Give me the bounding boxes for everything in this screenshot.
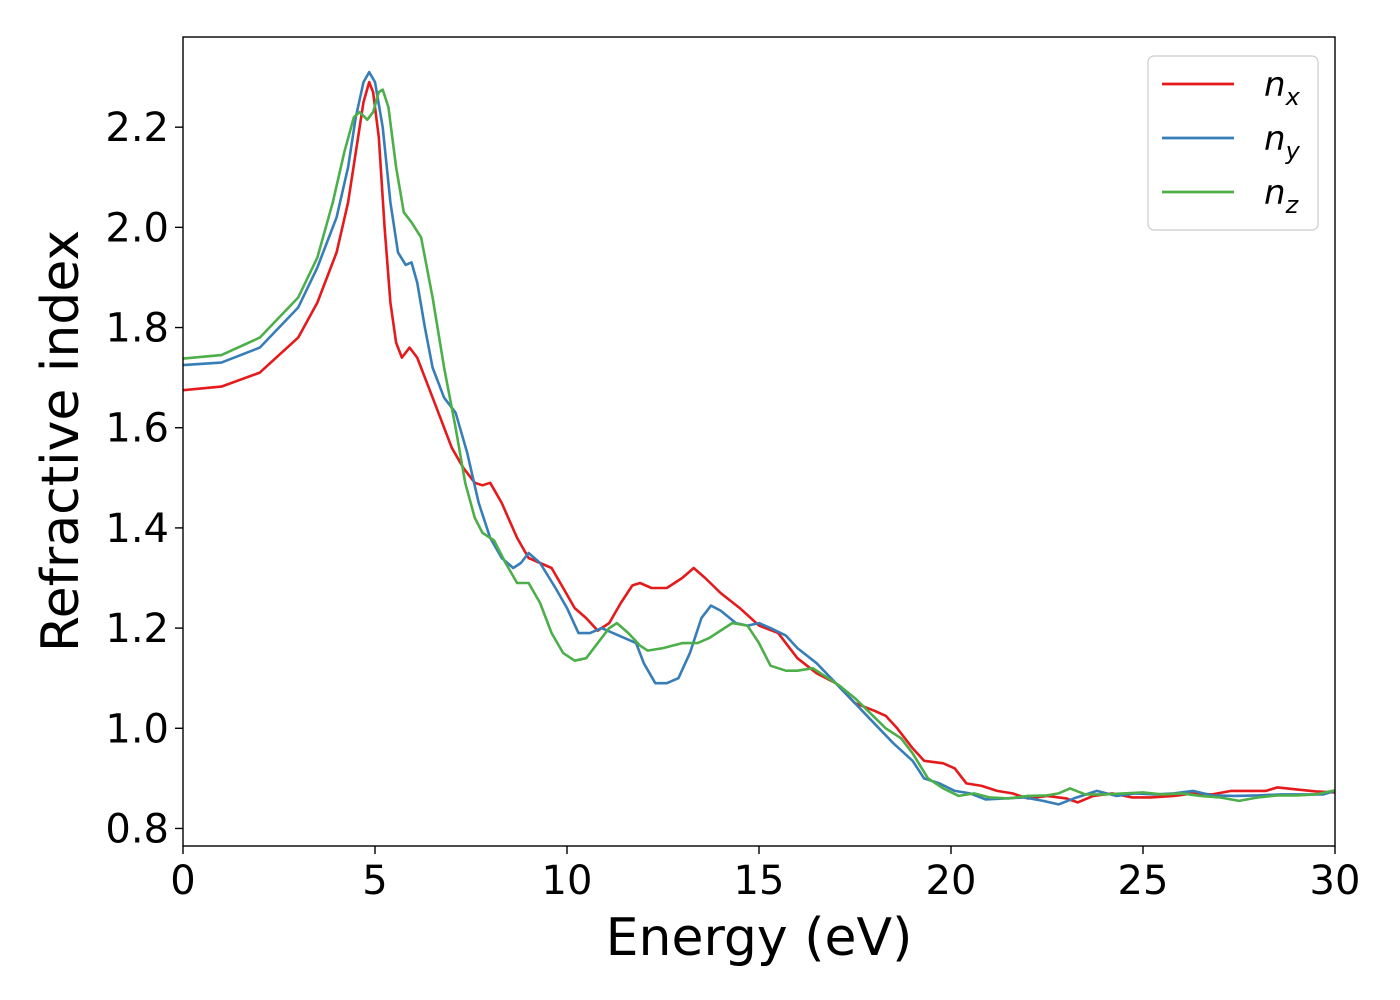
y-tick-label: 1.4 — [105, 506, 169, 552]
x-tick-label: 20 — [926, 858, 977, 904]
y-tick-label: 1.2 — [105, 606, 169, 652]
x-tick-label: 5 — [362, 858, 387, 904]
plot-background — [183, 37, 1335, 846]
legend-label-base: n — [1264, 173, 1286, 213]
x-axis: 0 5 10 15 20 25 30 — [170, 846, 1360, 904]
series-layer — [183, 70, 1335, 806]
x-tick-label: 30 — [1310, 858, 1361, 904]
series-line-nx — [183, 80, 1335, 804]
legend-box — [1147, 55, 1319, 231]
legend-label-subscript: y — [1285, 137, 1301, 165]
legend-label-nx: nx — [1264, 65, 1301, 111]
y-axis: 0.8 1.0 1.2 1.4 1.6 1.8 2.0 2.2 — [105, 105, 183, 852]
x-tick-label: 10 — [542, 858, 593, 904]
series-line-nz — [183, 88, 1335, 803]
legend-label-nz: nz — [1264, 173, 1300, 219]
y-tick-label: 2.2 — [105, 105, 169, 151]
series-line-ny — [183, 70, 1335, 806]
x-tick-label: 15 — [734, 858, 785, 904]
y-tick-label: 1.0 — [105, 706, 169, 752]
y-tick-label: 0.8 — [105, 806, 169, 852]
legend-label-base: n — [1264, 65, 1286, 105]
legend-label-base: n — [1264, 119, 1286, 159]
y-tick-label: 1.6 — [105, 406, 169, 452]
y-tick-label: 2.0 — [105, 205, 169, 251]
y-axis-title: Refractive index — [31, 230, 91, 652]
x-axis-title: Energy (eV) — [606, 908, 913, 968]
legend-label-ny: ny — [1264, 119, 1301, 165]
x-tick-label: 0 — [170, 858, 195, 904]
x-tick-label: 25 — [1118, 858, 1169, 904]
legend-label-subscript: x — [1285, 83, 1301, 111]
y-tick-label: 1.8 — [105, 306, 169, 352]
legend-label-subscript: z — [1285, 191, 1300, 219]
